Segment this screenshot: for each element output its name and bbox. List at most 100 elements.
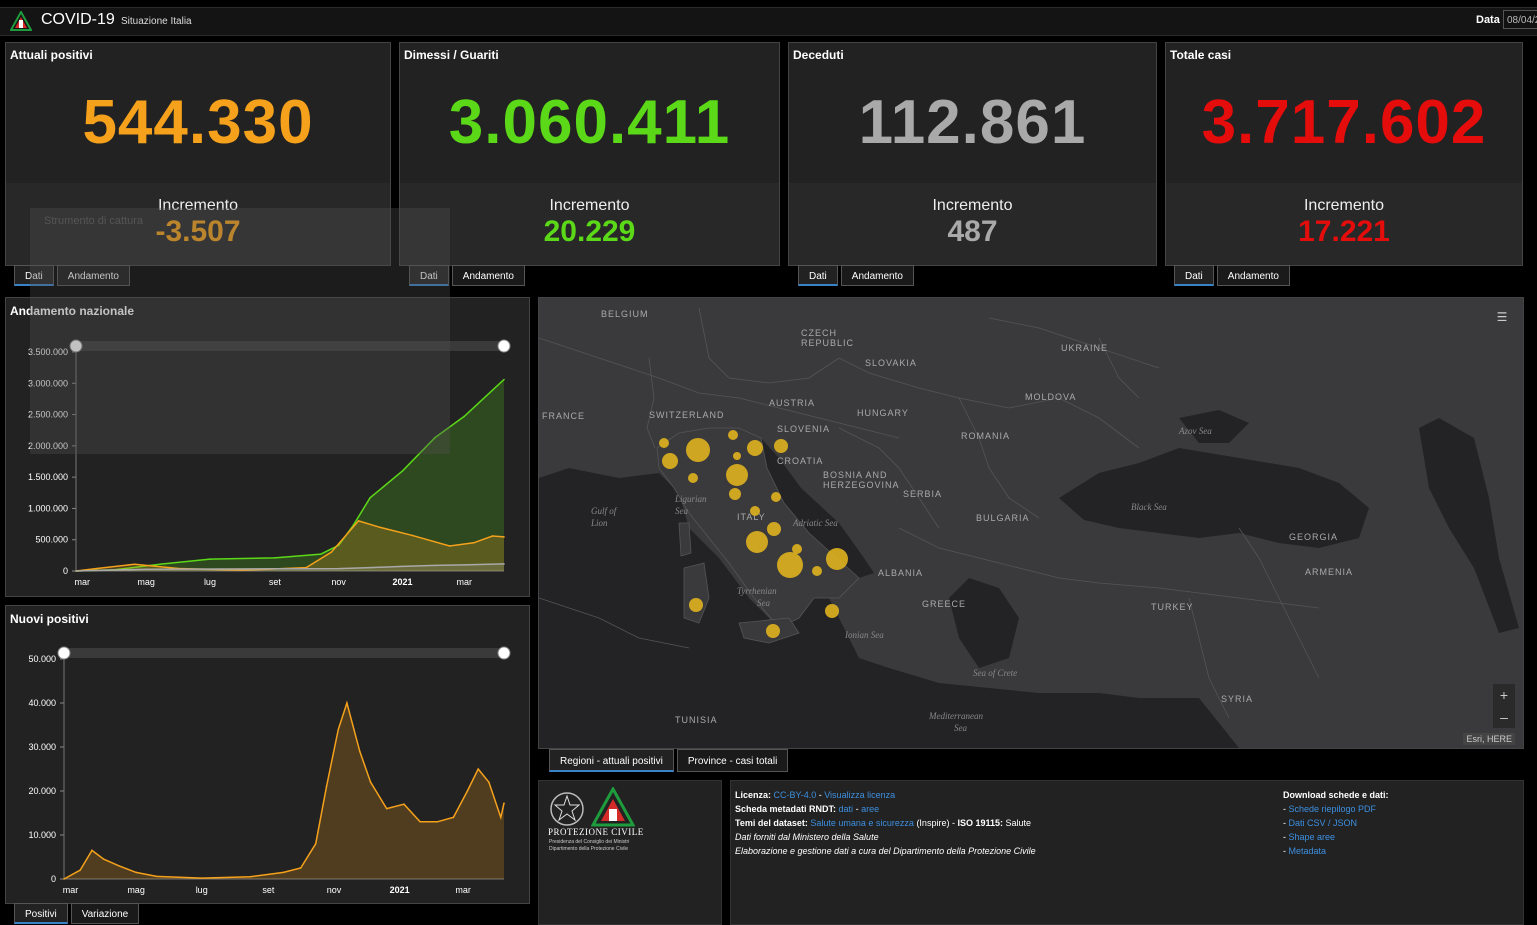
black-sea-shape <box>1059 448 1369 548</box>
sea-label: Sea <box>675 506 688 516</box>
layer-list-button[interactable]: ☰ <box>1491 306 1513 328</box>
series-point <box>155 875 158 878</box>
kpi-increment-value: 487 <box>947 215 998 248</box>
card-lower-section <box>400 183 779 265</box>
tab-regioni-attuali-positivi[interactable]: Regioni - attuali positivi <box>549 749 674 772</box>
country-label: BULGARIA <box>976 513 1030 523</box>
country-label: AUSTRIA <box>769 398 815 408</box>
y-tick-label: 1.000.000 <box>28 503 68 513</box>
kpi-increment-value: 20.229 <box>543 215 636 248</box>
series-point <box>477 768 479 770</box>
x-tick-label: lug <box>196 885 208 895</box>
license-link[interactable]: CC-BY-4.0 <box>773 790 817 800</box>
x-tick-label: lug <box>204 577 216 587</box>
region-bubble <box>812 566 822 576</box>
region-bubble <box>662 453 678 469</box>
tab-dati[interactable]: Dati <box>14 265 54 286</box>
series-point <box>499 816 502 819</box>
chart-title: Andamento nazionale <box>10 304 135 318</box>
y-tick-label: 0 <box>51 874 56 884</box>
series-point <box>145 568 147 571</box>
country-label: SLOVAKIA <box>865 358 917 368</box>
sea-label: Sea <box>757 598 770 608</box>
download-item: - Metadata <box>1283 846 1327 856</box>
download-pdf-link[interactable]: Schede riepilogo PDF <box>1288 804 1377 814</box>
tab-andamento[interactable]: Andamento <box>56 265 130 286</box>
sea-label: Sea <box>954 723 967 733</box>
nuovi-positivi-chart[interactable]: 50.000 40.000 30.000 20.000 10.000 0 mar mag lug… <box>6 606 529 903</box>
y-tick-label: 10.000 <box>28 830 56 840</box>
y-tick-label: 50.000 <box>28 654 56 664</box>
kpi-title: Attuali positivi <box>10 48 93 62</box>
region-bubble <box>689 598 703 612</box>
series-point <box>135 871 137 874</box>
view-license-link[interactable]: Visualizza licenza <box>824 790 896 800</box>
series-area-1 <box>76 520 504 571</box>
region-bubble <box>771 492 781 502</box>
series-point <box>419 821 421 823</box>
download-csv-link[interactable]: Dati CSV / JSON <box>1288 818 1358 828</box>
region-bubble <box>777 552 803 578</box>
sea-label: Azov Sea <box>1178 426 1212 436</box>
country-label: BOSNIA AND <box>823 470 888 480</box>
x-tick-label: nov <box>331 577 346 587</box>
andamento-nazionale-chart[interactable]: 3.500.000 3.000.000 2.500.000 2.000.000 1.50… <box>6 298 529 596</box>
series-point <box>337 567 340 570</box>
region-bubble <box>747 440 763 456</box>
map-attribution[interactable]: Esri, HERE <box>1463 733 1515 745</box>
separator: - <box>816 790 825 800</box>
tab-positivi[interactable]: Positivi <box>14 903 68 924</box>
country-label: HERZEGOVINA <box>823 480 900 490</box>
tab-dati[interactable]: Dati <box>1174 265 1214 286</box>
x-tick-label: 2021 <box>392 577 412 587</box>
tab-dati[interactable]: Dati <box>798 265 838 286</box>
license-line: Licenza: CC-BY-4.0 - Visualizza licenza <box>735 790 895 800</box>
tab-andamento[interactable]: Andamento <box>840 265 914 286</box>
zoom-in-button[interactable]: + <box>1499 687 1509 703</box>
download-shape-link[interactable]: Shape aree <box>1288 832 1336 842</box>
tab-andamento[interactable]: Andamento <box>451 265 525 286</box>
capture-tool-overlay <box>30 208 450 454</box>
country-label: ALBANIA <box>878 568 923 578</box>
metadata-dati-link[interactable]: dati <box>838 804 854 814</box>
kpi-title: Deceduti <box>793 48 844 62</box>
tab-province-casi-totali[interactable]: Province - casi totali <box>676 749 789 772</box>
license-label: Licenza: <box>735 790 772 800</box>
zoom-out-button[interactable]: – <box>1500 709 1508 725</box>
x-tick-label: set <box>269 577 282 587</box>
series-point <box>385 807 388 810</box>
kpi-card-attuali-positivi: Attuali positivi 544.330 Incremento -3.5… <box>5 42 391 266</box>
sea-label: Ligurian <box>674 494 707 504</box>
app-subtitle: Situazione Italia <box>121 16 192 27</box>
map-panel[interactable]: BELGIUM CZECH REPUBLIC UKRAINE SLOVAKIA FRANC… <box>538 297 1524 749</box>
protezione-civile-emblem-icon <box>591 787 635 827</box>
kpi-increment-label: Incremento <box>932 197 1013 214</box>
date-field[interactable]: 08/04/2021 <box>1503 10 1537 29</box>
kpi-tabs-totale: Dati Andamento <box>1174 265 1290 287</box>
kpi-value: 544.330 <box>82 88 314 157</box>
range-slider-end-handle <box>497 339 511 353</box>
tab-variazione[interactable]: Variazione <box>70 903 140 924</box>
series-point <box>299 867 302 869</box>
kpi-tabs-dimessi: Dati Andamento <box>409 265 525 287</box>
tab-andamento[interactable]: Andamento <box>1216 265 1290 286</box>
download-metadata-link[interactable]: Metadata <box>1288 846 1327 856</box>
tab-dati[interactable]: Dati <box>409 265 449 286</box>
series-point <box>503 536 505 538</box>
country-label: TURKEY <box>1151 602 1194 612</box>
download-title: Download schede e dati: <box>1283 790 1389 800</box>
series-point <box>346 702 348 704</box>
themes-link[interactable]: Salute umana e sicurezza <box>810 818 914 828</box>
metadata-line: Scheda metadati RNDT: dati - aree <box>735 804 879 814</box>
region-bubbles[interactable] <box>659 430 848 638</box>
series-point <box>448 545 451 547</box>
metadata-aree-link[interactable]: aree <box>861 804 880 814</box>
kpi-card-deceduti: Deceduti 112.861 Incremento 487 <box>788 42 1157 266</box>
region-bubble <box>826 548 848 570</box>
x-tick-label: mar <box>63 885 79 895</box>
series-point <box>274 568 276 570</box>
series-point <box>200 877 203 879</box>
series-point <box>91 849 93 852</box>
